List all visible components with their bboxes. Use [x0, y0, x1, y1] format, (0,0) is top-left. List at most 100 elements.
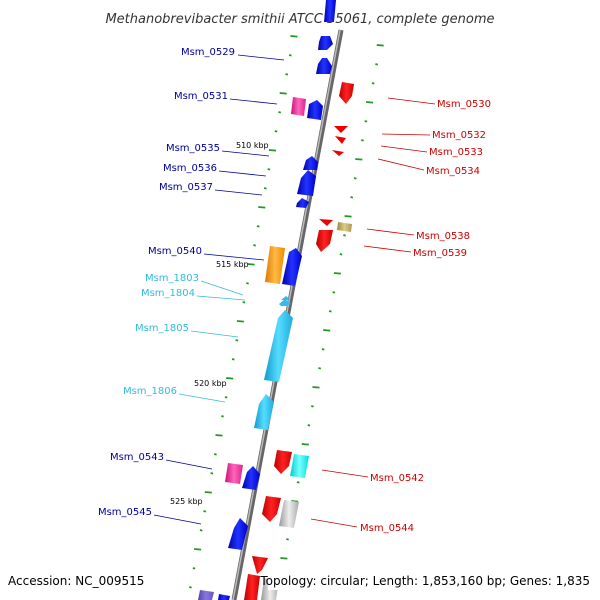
leader-line	[165, 459, 213, 470]
gene-label[interactable]: Msm_0534	[426, 166, 480, 177]
tick-mark	[355, 158, 363, 161]
tick-mark	[247, 263, 255, 266]
tick-mark	[350, 196, 354, 199]
tick-mark	[204, 491, 212, 494]
scale-labels: 510 kbp 515 kbp 520 kbp 525 kbp	[170, 141, 269, 506]
gene-label[interactable]: Msm_1804	[141, 288, 195, 299]
gene-label[interactable]: Msm_0531	[174, 91, 228, 102]
leader-line	[387, 97, 436, 105]
gene-label[interactable]: Msm_0530	[437, 99, 491, 110]
gene-arrow[interactable]	[318, 36, 333, 50]
gene-label[interactable]: Msm_0529	[181, 47, 235, 58]
gene-arrow[interactable]	[281, 296, 291, 300]
tick-mark	[290, 35, 298, 38]
tick-mark	[215, 434, 223, 437]
tick-mark	[192, 567, 196, 570]
gene-label[interactable]: Msm_1806	[123, 386, 177, 397]
tick-mark	[279, 92, 287, 95]
gene-block[interactable]	[225, 463, 243, 484]
tick-mark	[246, 282, 249, 285]
gene-block[interactable]	[198, 590, 214, 600]
leader-line	[190, 330, 239, 338]
gene-arrow[interactable]	[339, 82, 354, 104]
gene-arrow[interactable]	[316, 230, 333, 252]
gene-arrow[interactable]	[334, 126, 348, 133]
tick-mark	[291, 500, 299, 503]
gene-label[interactable]: Msm_0539	[413, 248, 467, 259]
gene-arrow[interactable]	[307, 100, 323, 120]
tick-mark	[280, 557, 288, 560]
gene-label[interactable]: Msm_0543	[110, 452, 164, 463]
gene-arrow[interactable]	[282, 248, 302, 286]
gene-label[interactable]: Msm_0535	[166, 143, 220, 154]
leader-line	[221, 150, 270, 157]
tick-mark	[235, 339, 239, 342]
gene-arrow[interactable]	[324, 0, 336, 22]
tick-mark	[268, 149, 277, 152]
gene-label[interactable]: Msm_0538	[416, 231, 470, 242]
gene-block[interactable]	[279, 500, 299, 528]
tick-mark	[256, 225, 260, 228]
leader-line	[153, 514, 202, 525]
tick-mark	[307, 424, 311, 427]
tick-mark	[301, 443, 309, 446]
gene-label[interactable]: Msm_0544	[360, 523, 414, 534]
tick-mark	[365, 101, 374, 104]
gene-block[interactable]	[291, 97, 306, 116]
gene-label[interactable]: Msm_1803	[145, 273, 199, 284]
gene-block[interactable]	[218, 594, 230, 600]
scale-label: 520 kbp	[194, 379, 227, 388]
tick-mark	[263, 187, 267, 190]
gene-arrow[interactable]	[296, 198, 309, 208]
scale-label: 510 kbp	[236, 141, 269, 150]
gene-label[interactable]: Msm_0540	[148, 246, 202, 257]
gene-arrow[interactable]	[228, 518, 248, 550]
tick-mark	[267, 168, 271, 171]
leader-line	[377, 158, 425, 171]
gene-block[interactable]	[290, 454, 309, 478]
gene-arrow[interactable]	[274, 450, 292, 474]
tick-mark	[310, 405, 314, 408]
leader-line	[380, 145, 428, 153]
gene-label[interactable]: Msm_0537	[159, 182, 213, 193]
gene-arrow[interactable]	[262, 496, 281, 522]
leader-line	[214, 189, 263, 196]
gene-arrow[interactable]	[319, 219, 333, 226]
gene-arrow[interactable]	[264, 310, 293, 382]
tick-mark	[258, 206, 266, 209]
tick-mark	[353, 177, 357, 180]
tick-mark	[224, 396, 228, 399]
scale-label: 515 kbp	[216, 260, 249, 269]
gene-arrow[interactable]	[252, 556, 268, 574]
gene-arrow[interactable]	[335, 136, 346, 144]
gene-block[interactable]	[337, 222, 352, 232]
gene-block[interactable]	[265, 246, 285, 284]
genome-stats-text: Topology: circular; Length: 1,853,160 bp…	[259, 574, 590, 588]
tick-mark	[323, 329, 331, 332]
gene-arrow[interactable]	[297, 170, 316, 196]
gene-block[interactable]	[244, 574, 260, 600]
map-title: Methanobrevibacter smithii ATCC 35061, c…	[105, 12, 494, 27]
tick-mark	[236, 320, 244, 323]
gene-label[interactable]: Msm_0542	[370, 473, 424, 484]
tick-mark	[288, 54, 292, 57]
leader-line	[203, 253, 265, 261]
tick-mark	[199, 529, 203, 532]
gene-label[interactable]: Msm_0533	[429, 147, 483, 158]
leader-line	[196, 295, 246, 301]
tick-mark	[318, 367, 322, 370]
gene-arrow[interactable]	[242, 466, 260, 490]
gene-label[interactable]: Msm_0536	[163, 163, 217, 174]
gene-arrow[interactable]	[254, 394, 274, 430]
gene-arrow[interactable]	[332, 150, 344, 156]
tick-mark	[360, 139, 364, 142]
gene-arrow[interactable]	[279, 299, 291, 306]
gene-arrow[interactable]	[316, 58, 332, 74]
gene-arrow[interactable]	[303, 156, 318, 170]
gene-label[interactable]: Msm_0532	[432, 130, 486, 141]
tick-mark	[213, 453, 217, 456]
gene-label[interactable]: Msm_1805	[135, 323, 189, 334]
gene-label[interactable]: Msm_0545	[98, 507, 152, 518]
leader-line	[200, 280, 244, 296]
